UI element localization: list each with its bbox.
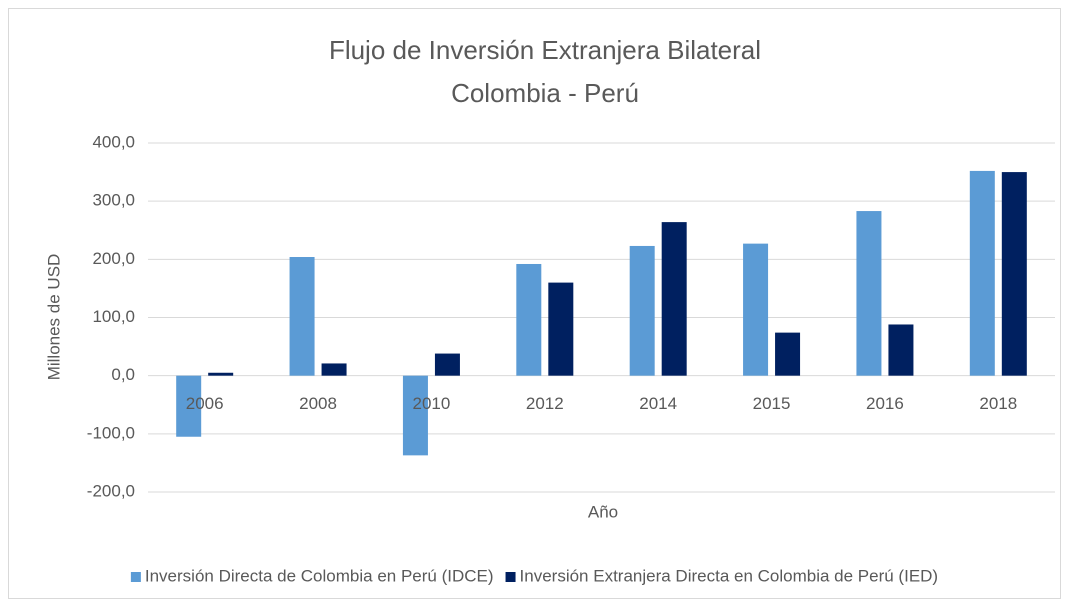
y-tick-label: -200,0	[87, 481, 135, 500]
bar	[434, 353, 460, 376]
legend-label: Inversión Directa de Colombia en Perú (I…	[145, 566, 494, 585]
legend-swatch	[505, 572, 516, 582]
bar	[516, 263, 542, 376]
y-axis-title: Millones de USD	[44, 254, 63, 381]
y-tick-label: 300,0	[92, 191, 135, 210]
bar	[888, 324, 914, 376]
bar	[661, 222, 687, 376]
chart-title: Flujo de Inversión Extranjera Bilateral	[329, 35, 761, 65]
y-tick-label: 400,0	[92, 132, 135, 151]
bar	[1001, 172, 1027, 376]
bar	[629, 245, 655, 376]
x-axis-title: Año	[588, 502, 618, 521]
x-tick-label: 2015	[753, 394, 791, 413]
x-tick-label: 2014	[639, 394, 677, 413]
bar	[176, 375, 202, 437]
bar	[208, 372, 234, 376]
y-tick-label: 0,0	[111, 365, 135, 384]
y-tick-label: -100,0	[87, 423, 135, 442]
x-tick-label: 2016	[866, 394, 904, 413]
y-tick-label: 200,0	[92, 249, 135, 268]
bar	[321, 363, 347, 376]
legend-swatch	[130, 572, 141, 582]
bar	[775, 332, 801, 376]
y-tick-label: 100,0	[92, 307, 135, 326]
bar	[743, 243, 769, 376]
bar	[969, 170, 995, 376]
x-tick-label: 2012	[526, 394, 564, 413]
x-tick-label: 2010	[413, 394, 451, 413]
bar	[402, 375, 428, 456]
chart-subtitle: Colombia - Perú	[451, 78, 639, 108]
bar	[289, 257, 315, 376]
legend-label: Inversión Extranjera Directa en Colombia…	[520, 566, 939, 585]
x-tick-label: 2018	[979, 394, 1017, 413]
x-tick-label: 2006	[186, 394, 224, 413]
x-tick-label: 2008	[299, 394, 337, 413]
bar	[856, 211, 882, 376]
bar	[548, 282, 574, 376]
